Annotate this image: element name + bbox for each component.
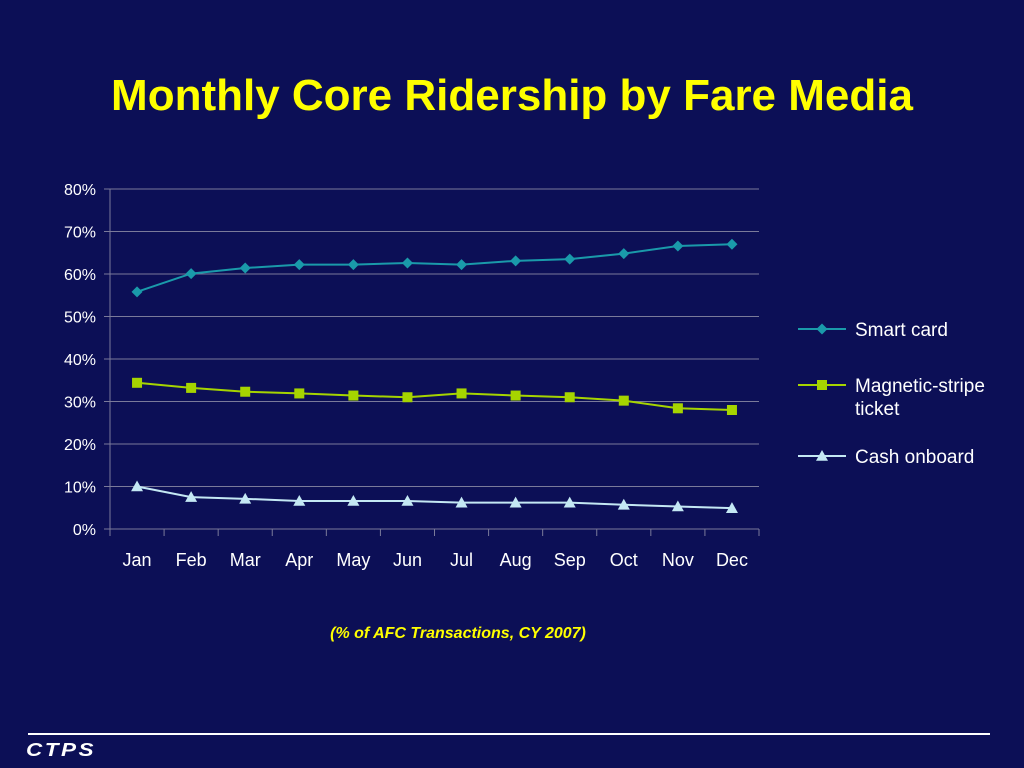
legend-marker xyxy=(817,380,827,390)
data-point xyxy=(726,405,737,415)
data-point xyxy=(402,392,413,403)
x-tick-label: Sep xyxy=(554,550,586,570)
data-point xyxy=(131,480,144,492)
data-point xyxy=(564,392,575,403)
data-point xyxy=(131,286,143,298)
data-point xyxy=(347,494,360,506)
grid-layer xyxy=(110,188,759,530)
data-point xyxy=(456,388,467,399)
data-point xyxy=(185,268,197,280)
y-tick-label: 0% xyxy=(73,522,96,539)
legend-marker xyxy=(816,450,828,461)
y-tick-label: 60% xyxy=(64,267,96,284)
data-point xyxy=(510,255,522,267)
data-point xyxy=(294,388,305,399)
x-tick-label: Feb xyxy=(176,550,207,570)
axis-layer: 0% 10% 20% 30% 40% 50% 60% 70% 80% Jan Feb Mar Apr Ma… xyxy=(64,182,760,570)
legend-label: Magnetic-stripe ticket xyxy=(855,376,985,420)
data-point xyxy=(401,494,414,506)
y-tick-label: 30% xyxy=(64,395,96,412)
data-point xyxy=(239,262,251,274)
legend-item: Cash onboard xyxy=(798,447,974,468)
data-point xyxy=(185,491,198,502)
series-layer xyxy=(131,238,738,513)
data-point xyxy=(509,496,522,508)
y-tick-label: 80% xyxy=(64,182,96,199)
data-point xyxy=(293,494,306,506)
data-point xyxy=(672,240,684,252)
slide-title: Monthly Core Ridership by Fare Media xyxy=(111,71,913,120)
x-tick-label: Jul xyxy=(450,550,473,570)
data-point xyxy=(726,238,738,250)
series-diamond xyxy=(131,238,738,298)
data-point xyxy=(348,390,359,401)
series-square xyxy=(132,377,737,415)
data-point xyxy=(293,259,305,271)
x-tick-label: Oct xyxy=(610,550,638,570)
legend-item: Smart card xyxy=(798,320,948,341)
ridership-line-chart: 0% 10% 20% 30% 40% 50% 60% 70% 80% Jan Feb Mar Apr Ma… xyxy=(64,182,985,570)
legend: Smart card Magnetic-stripe ticket Cash onbo… xyxy=(798,320,985,468)
footer-divider xyxy=(28,733,990,735)
data-point xyxy=(672,403,683,414)
data-point xyxy=(617,498,630,510)
data-point xyxy=(618,248,630,260)
y-tick-label: 20% xyxy=(64,437,96,454)
data-point xyxy=(510,390,521,401)
y-tick-label: 10% xyxy=(64,480,96,497)
series-triangle xyxy=(131,480,738,513)
x-tick-label: Nov xyxy=(662,550,694,570)
data-point xyxy=(239,492,252,504)
x-tick-label: May xyxy=(336,550,370,570)
data-point xyxy=(455,496,468,508)
legend-item: Magnetic-stripe ticket xyxy=(798,376,985,420)
data-point xyxy=(401,257,413,269)
chart-caption: (% of AFC Transactions, CY 2007) xyxy=(330,625,586,642)
data-point xyxy=(671,500,684,512)
legend-label: Smart card xyxy=(855,320,948,341)
data-point xyxy=(240,386,251,397)
y-tick-label: 40% xyxy=(64,352,96,369)
x-tick-label: Jun xyxy=(393,550,422,570)
data-point xyxy=(563,496,576,508)
legend-marker xyxy=(816,323,828,335)
y-tick-label: 70% xyxy=(64,225,96,242)
data-point xyxy=(132,377,143,388)
x-tick-label: Mar xyxy=(230,550,261,570)
data-point xyxy=(347,259,359,271)
data-point xyxy=(564,253,576,265)
data-point xyxy=(725,502,738,513)
legend-label: Cash onboard xyxy=(855,447,974,468)
ctps-logo: CTPS xyxy=(26,740,97,760)
x-tick-label: Apr xyxy=(285,550,313,570)
series-line xyxy=(136,485,732,510)
data-point xyxy=(186,382,197,393)
x-tick-label: Dec xyxy=(716,550,748,570)
data-point xyxy=(618,395,629,406)
x-tick-label: Aug xyxy=(500,550,532,570)
series-line xyxy=(136,381,732,411)
data-point xyxy=(456,259,468,271)
x-tick-label: Jan xyxy=(123,550,152,570)
y-tick-label: 50% xyxy=(64,310,96,327)
series-line xyxy=(136,243,732,293)
